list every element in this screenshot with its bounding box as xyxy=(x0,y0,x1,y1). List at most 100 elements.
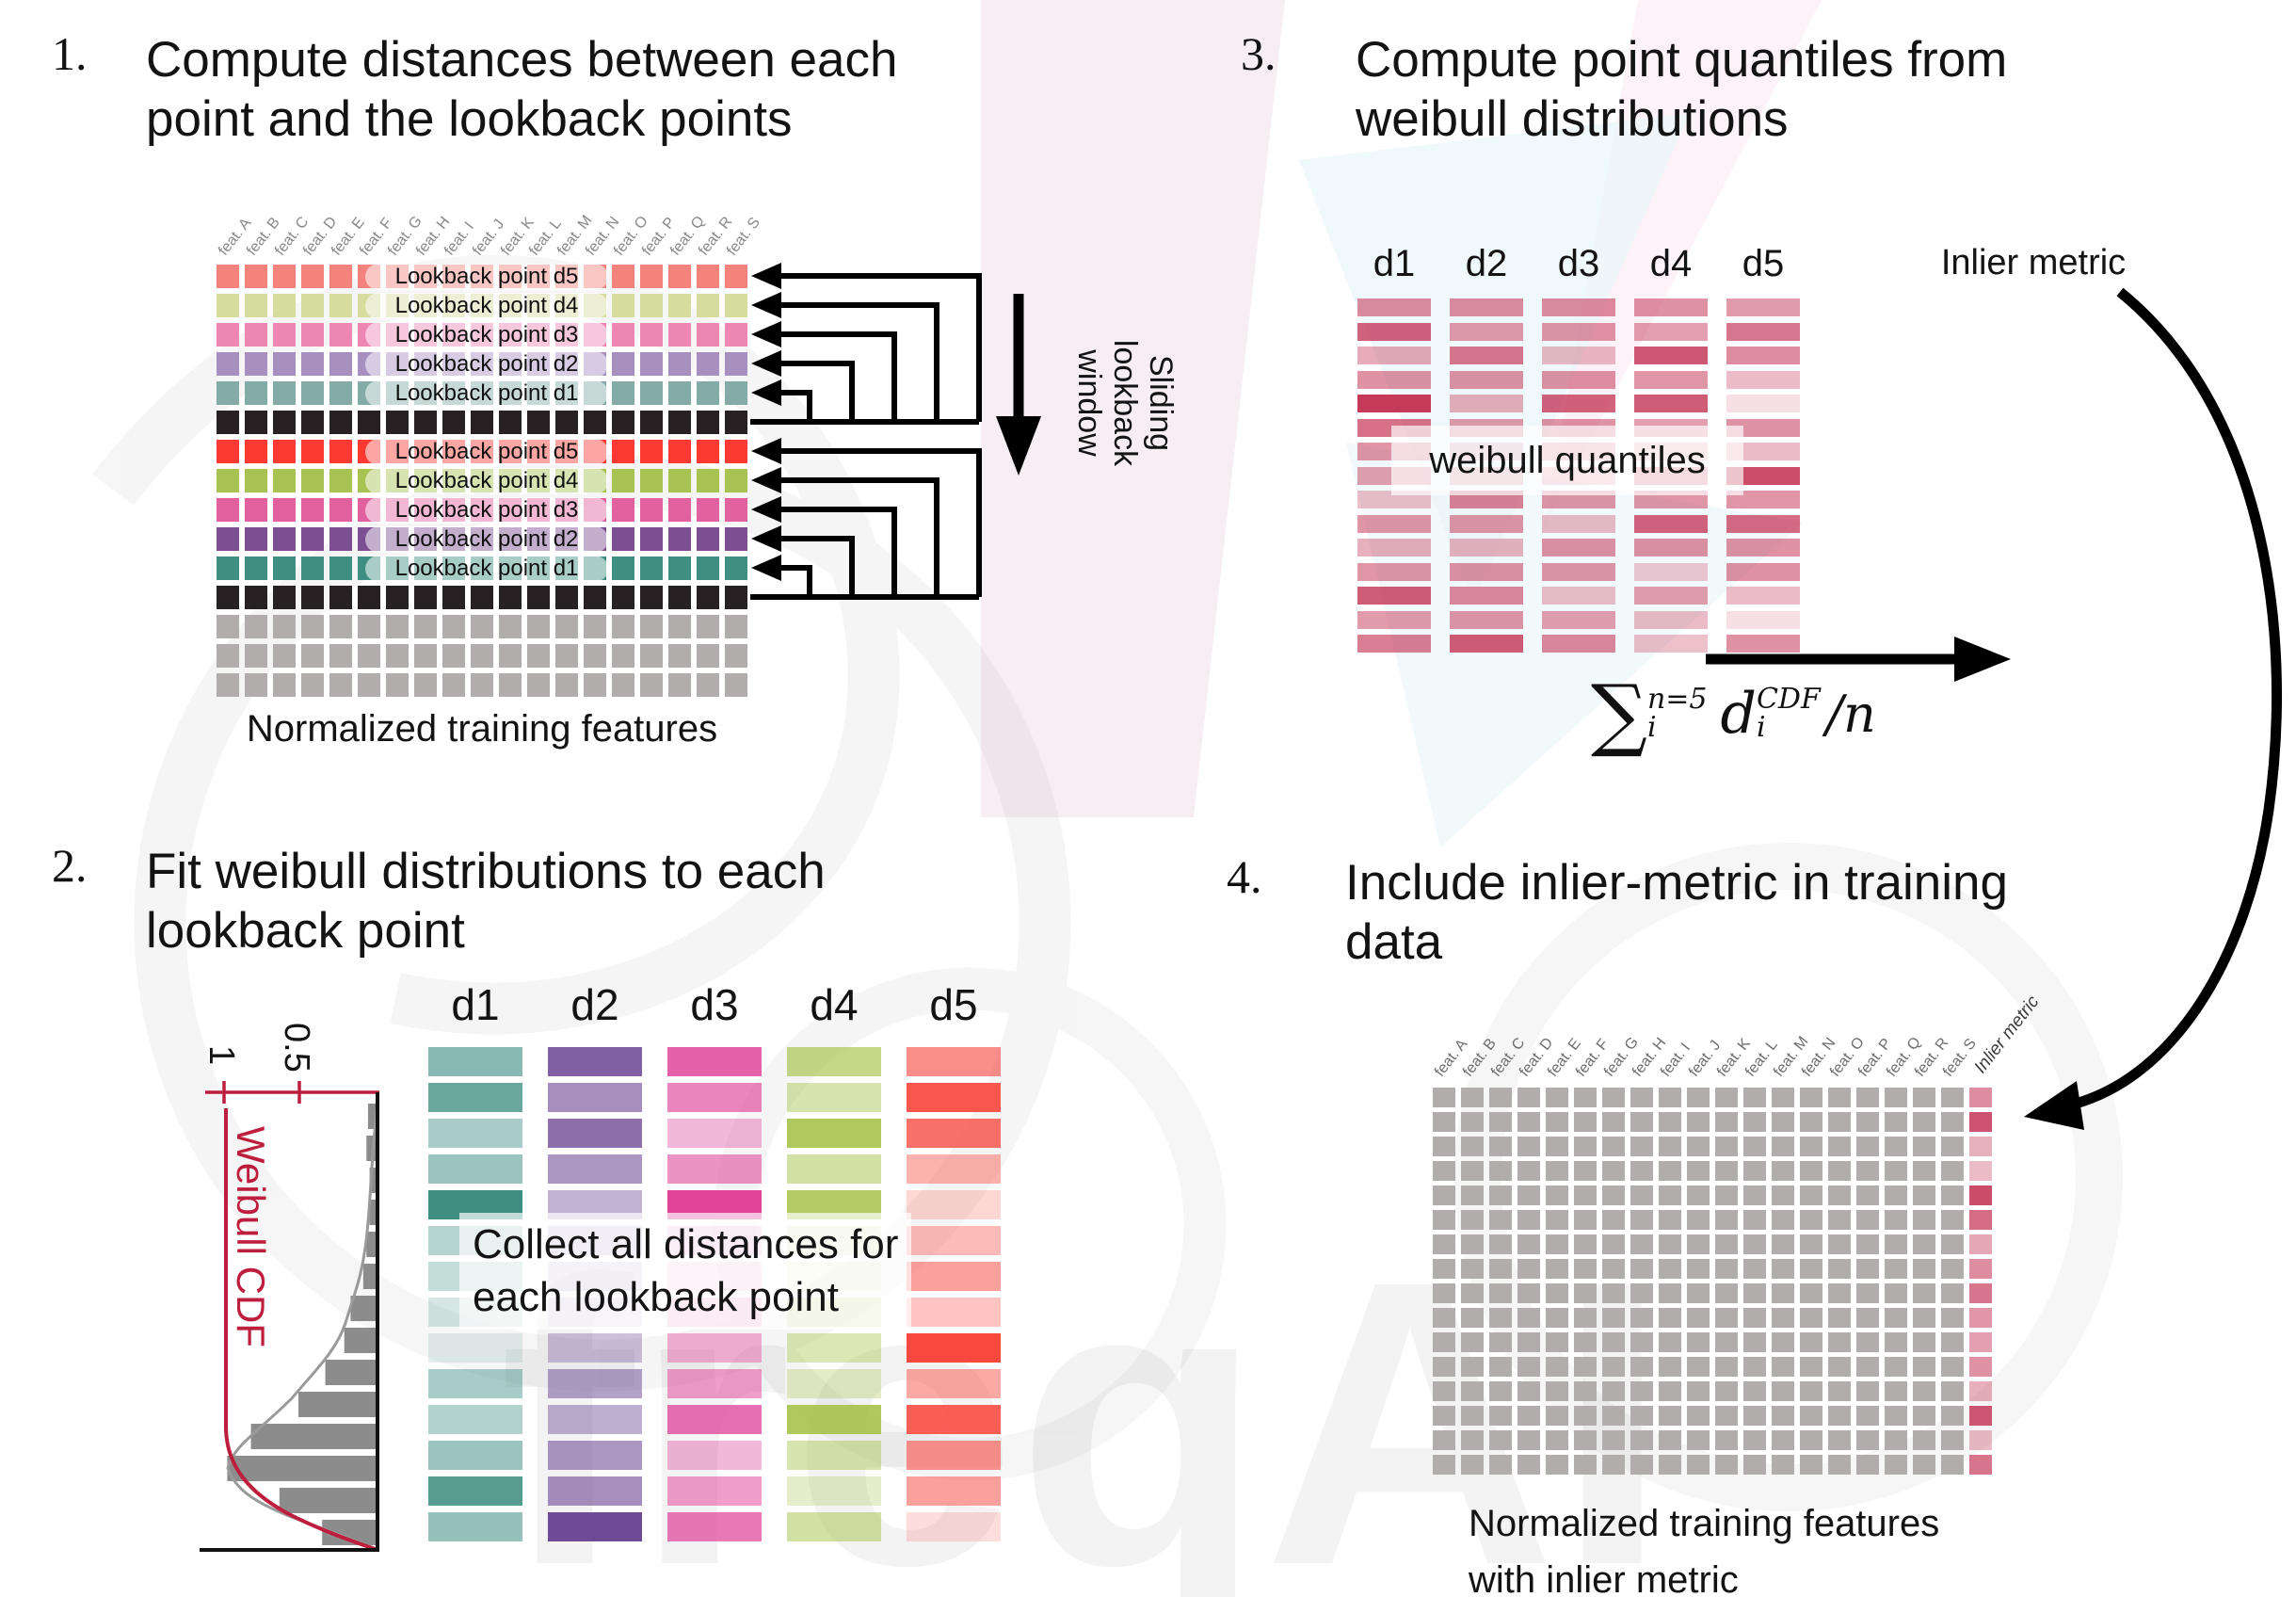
grid-cell xyxy=(245,294,267,317)
table-row xyxy=(1433,1112,1992,1132)
inlier-metric-cell xyxy=(1969,1283,1992,1303)
grid-cell xyxy=(1659,1332,1681,1352)
grid-cell xyxy=(668,381,691,405)
inlier-metric-cell xyxy=(1969,1259,1992,1279)
grid-cell xyxy=(1574,1259,1597,1279)
grid-cell xyxy=(612,615,634,638)
lookback-label: Lookback point d2 xyxy=(365,525,608,553)
grid-cell xyxy=(1885,1161,1907,1181)
grid-cell xyxy=(1743,1259,1766,1279)
grid-cell xyxy=(329,323,352,347)
grid-cell xyxy=(301,411,324,434)
quantile-cell xyxy=(1726,395,1800,412)
inlier-metric-cell xyxy=(1969,1112,1992,1132)
grid-cell xyxy=(1913,1308,1935,1328)
grid-cell xyxy=(1772,1234,1794,1254)
grid-cell xyxy=(1687,1234,1710,1254)
grid-cell xyxy=(1800,1381,1822,1401)
grid-cell xyxy=(1517,1357,1540,1377)
grid-cell xyxy=(1630,1137,1653,1156)
grid-cell xyxy=(1772,1381,1794,1401)
grid-cell xyxy=(1828,1259,1851,1279)
grid-cell xyxy=(301,498,324,522)
grid-cell xyxy=(245,498,267,522)
grid-cell xyxy=(301,294,324,317)
grid-cell xyxy=(301,352,324,376)
grid-cell xyxy=(1517,1259,1540,1279)
grid-cell xyxy=(1856,1137,1879,1156)
grid-cell xyxy=(1715,1357,1738,1377)
grid-cell xyxy=(1856,1283,1879,1303)
grid-cell xyxy=(1885,1088,1907,1107)
grid-cell xyxy=(1772,1332,1794,1352)
grid-cell xyxy=(668,294,691,317)
table-row xyxy=(1433,1283,1992,1303)
grid-cell xyxy=(1687,1283,1710,1303)
grid-cell xyxy=(1885,1210,1907,1230)
grid-cell xyxy=(301,323,324,347)
grid-cell xyxy=(1800,1332,1822,1352)
grid-cell xyxy=(217,352,239,376)
grid-cell xyxy=(1800,1210,1822,1230)
inlier-metric-cell xyxy=(1969,1234,1992,1254)
grid-cell xyxy=(471,586,493,609)
quantile-cell xyxy=(1726,587,1800,605)
lookback-label: Lookback point d4 xyxy=(365,292,608,319)
step4-title-line2: data xyxy=(1345,914,1443,970)
grid-cell xyxy=(1913,1430,1935,1450)
grid-cell xyxy=(217,440,239,463)
grid-cell xyxy=(612,498,634,522)
grid-cell xyxy=(1715,1088,1738,1107)
quantile-cell xyxy=(1634,298,1708,316)
grid-cell xyxy=(725,440,747,463)
grid-cell xyxy=(1461,1357,1484,1377)
distance-cell xyxy=(907,1083,1001,1112)
grid-cell xyxy=(301,527,324,551)
quantile-cell xyxy=(1634,395,1708,412)
histogram-bar xyxy=(369,1168,377,1193)
distance-cell xyxy=(787,1476,881,1506)
grid-cell xyxy=(1800,1259,1822,1279)
grid-cell xyxy=(1489,1332,1512,1352)
lookback-label: Lookback point d3 xyxy=(365,496,608,524)
grid-cell xyxy=(1461,1112,1484,1132)
grid-cell xyxy=(1772,1137,1794,1156)
distance-cell xyxy=(548,1154,642,1184)
grid-cell xyxy=(329,615,352,638)
grid-cell xyxy=(1546,1161,1568,1181)
grid-cell xyxy=(1574,1406,1597,1426)
distance-cell xyxy=(548,1369,642,1398)
grid-cell xyxy=(725,615,747,638)
step2-overlay-line1: Collect all distances for xyxy=(473,1221,899,1267)
grid-cell xyxy=(1687,1259,1710,1279)
grid-cell xyxy=(1715,1161,1738,1181)
inlier-metric-cell xyxy=(1969,1455,1992,1475)
distance-cell xyxy=(428,1119,522,1148)
grid-cell xyxy=(217,411,239,434)
grid-cell xyxy=(725,411,747,434)
grid-cell xyxy=(217,323,239,347)
inlier-metric-cell xyxy=(1969,1357,1992,1377)
grid-cell xyxy=(1687,1186,1710,1205)
grid-cell xyxy=(1659,1430,1681,1450)
grid-cell xyxy=(1856,1161,1879,1181)
grid-cell xyxy=(697,440,719,463)
quantile-cell xyxy=(1357,395,1431,412)
grid-cell xyxy=(1800,1406,1822,1426)
grid-cell xyxy=(1856,1234,1879,1254)
histogram-bar xyxy=(350,1296,377,1321)
distance-cell xyxy=(667,1333,762,1363)
grid-cell xyxy=(1913,1455,1935,1475)
grid-cell xyxy=(1630,1381,1653,1401)
grid-cell xyxy=(612,527,634,551)
quantile-cell xyxy=(1542,514,1615,533)
grid-cell xyxy=(668,673,691,697)
distance-cell xyxy=(907,1154,1001,1184)
grid-cell xyxy=(1546,1137,1568,1156)
column-header-d3: d3 xyxy=(1557,243,1600,284)
grid-cell xyxy=(1602,1161,1625,1181)
grid-cell xyxy=(1489,1259,1512,1279)
quantile-cell xyxy=(1634,322,1708,341)
grid-cell xyxy=(301,440,324,463)
